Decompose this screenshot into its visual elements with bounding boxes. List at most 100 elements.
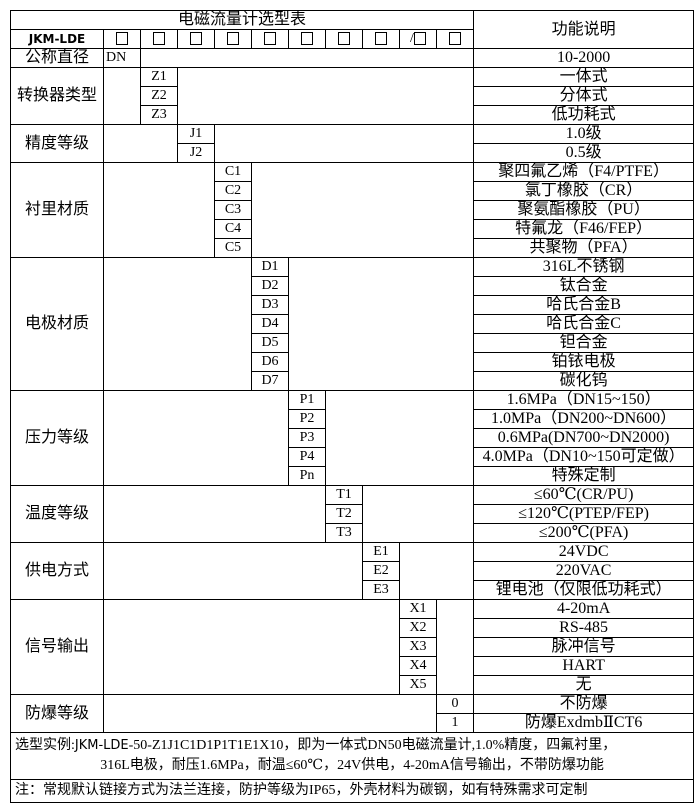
empty-cell — [398, 542, 475, 600]
empty-box-icon — [375, 32, 387, 46]
option-code: Z3 — [140, 105, 178, 125]
option-code: D1 — [251, 257, 289, 277]
function-header: 功能说明 — [473, 10, 695, 49]
empty-box-icon — [153, 32, 165, 46]
option-row: 电极材质 D1 316L不锈钢 — [10, 257, 695, 391]
option-code: DN — [103, 48, 141, 68]
option-code: Pn — [288, 466, 326, 486]
option-row: 压力等级 P1 1.6MPa（DN15~150） — [10, 390, 695, 486]
empty-cell — [103, 124, 178, 163]
section-label: 电极材质 — [10, 257, 104, 391]
option-description: 低功耗式 — [473, 105, 695, 125]
empty-box-icon — [413, 32, 426, 46]
empty-cell — [361, 485, 475, 543]
option-description: ≤200℃(PFA) — [473, 523, 695, 543]
empty-cell — [287, 257, 475, 391]
option-code: T3 — [325, 523, 363, 543]
option-code: T1 — [325, 485, 363, 505]
empty-cell — [176, 67, 475, 125]
option-description: 316L不锈钢 — [473, 257, 695, 277]
option-row: 防爆等级 0 不防爆 — [10, 694, 695, 733]
code-slot-9: / — [399, 29, 437, 49]
option-code: D7 — [251, 371, 289, 391]
example-prefix: 选型实例: — [15, 738, 75, 753]
empty-box-icon — [190, 32, 202, 46]
option-description: HART — [473, 656, 695, 676]
empty-box-icon — [264, 32, 276, 46]
option-code: P3 — [288, 428, 326, 448]
empty-cell — [250, 162, 475, 258]
option-description: 0.6MPa(DN700~DN2000) — [473, 428, 695, 448]
option-description: 共聚物（PFA） — [473, 238, 695, 258]
example-line1: -50-Z1J1C1D1P1T1E1X10，即为一体式DN50电磁流量计,1.0… — [128, 738, 617, 753]
selection-table-container: 电磁流量计选型表 功能说明 JKM-LDE / 公称直径 DN 10-2000 转换器… — [9, 10, 695, 803]
option-description: 分体式 — [473, 86, 695, 106]
empty-cell — [213, 124, 475, 163]
note: 注：常规默认链接方式为法兰连接，防护等级为IP65，外壳材料为碳钢，如有特殊需求… — [9, 779, 695, 803]
note-row: 注：常规默认链接方式为法兰连接，防护等级为IP65，外壳材料为碳钢，如有特殊需求… — [9, 779, 695, 803]
section-label: 温度等级 — [10, 485, 104, 543]
option-row: 精度等级 J1 1.0级 — [10, 124, 695, 163]
empty-cell — [103, 599, 400, 695]
option-description: 聚氨酯橡胶（PU） — [473, 200, 695, 220]
option-description: 钽合金 — [473, 333, 695, 353]
option-description: 无 — [473, 675, 695, 695]
option-description: 锂电池（仅限低功耗式） — [473, 580, 695, 600]
option-code: T2 — [325, 504, 363, 524]
option-code: D3 — [251, 295, 289, 315]
empty-box-icon — [301, 32, 313, 46]
option-code: Z2 — [140, 86, 178, 106]
title-row: 电磁流量计选型表 功能说明 — [9, 10, 695, 49]
option-code: C1 — [214, 162, 252, 182]
empty-cell — [103, 694, 437, 733]
option-code: X4 — [399, 656, 437, 676]
example-row: 选型实例:JKM-LDE-50-Z1J1C1D1P1T1E1X10，即为一体式D… — [9, 732, 695, 780]
option-row: E2 220VAC — [11, 561, 695, 581]
option-description: 防爆ExdmbⅡCT6 — [473, 713, 695, 733]
empty-cell — [103, 485, 326, 543]
option-code: C4 — [214, 219, 252, 239]
empty-cell — [103, 67, 141, 125]
empty-cell — [103, 542, 363, 600]
option-description: 10-2000 — [473, 48, 695, 68]
empty-cell — [103, 390, 289, 486]
option-code: X1 — [399, 599, 437, 619]
empty-box-icon — [227, 32, 239, 46]
code-slot-6 — [288, 29, 326, 49]
table-title: 电磁流量计选型表 — [9, 10, 475, 30]
empty-cell — [139, 48, 475, 68]
option-description: ≤60℃(CR/PU) — [473, 485, 695, 505]
empty-box-icon — [338, 32, 350, 46]
option-description: 特殊定制 — [473, 466, 695, 486]
option-code: J1 — [177, 124, 215, 144]
option-code: D5 — [251, 333, 289, 353]
option-code: D4 — [251, 314, 289, 334]
option-row: C5 共聚物（PFA） — [11, 238, 695, 258]
code-slot-7 — [325, 29, 363, 49]
option-description: 脉冲信号 — [473, 637, 695, 657]
section-label: 压力等级 — [10, 390, 104, 486]
option-code: Z1 — [140, 67, 178, 87]
section-label: 公称直径 — [10, 48, 104, 68]
selection-example: 选型实例:JKM-LDE-50-Z1J1C1D1P1T1E1X10，即为一体式D… — [9, 732, 695, 780]
section-label: 供电方式 — [10, 542, 104, 600]
code-slot-1 — [103, 29, 141, 49]
option-description: 1.6MPa（DN15~150） — [473, 390, 695, 410]
empty-cell — [324, 390, 475, 486]
option-description: 220VAC — [473, 561, 695, 581]
option-description: 1.0级 — [473, 124, 695, 144]
option-row: C3 聚氨酯橡胶（PU） — [11, 200, 695, 220]
option-description: 1.0MPa（DN200~DN600） — [473, 409, 695, 429]
section-label: 衬里材质 — [10, 162, 104, 258]
option-row: 供电方式 E1 24VDC — [10, 542, 695, 600]
option-description: 特氟龙（F46/FEP） — [473, 219, 695, 239]
section-label: 精度等级 — [10, 124, 104, 163]
code-slot-3 — [177, 29, 215, 49]
option-code: P2 — [288, 409, 326, 429]
option-description: 铂铱电极 — [473, 352, 695, 372]
code-slot-4 — [214, 29, 252, 49]
option-code: 0 — [435, 694, 475, 714]
option-description: 氯丁橡胶（CR） — [473, 181, 695, 201]
option-code: P1 — [288, 390, 326, 410]
option-code: D6 — [251, 352, 289, 372]
